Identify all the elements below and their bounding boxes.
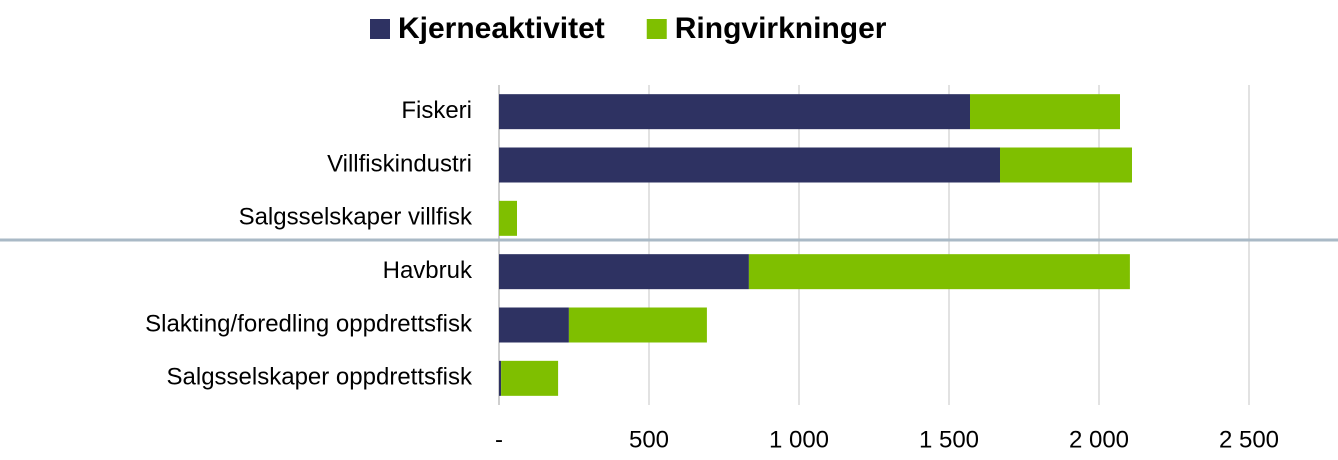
bar-segment (748, 254, 1130, 290)
bar-segment (499, 94, 970, 130)
x-tick-label: 1 500 (919, 426, 979, 453)
legend-swatch (646, 19, 667, 39)
category-label: Fiskeri (401, 97, 472, 124)
category-label: Havbruk (383, 257, 473, 284)
category-label: Salgsselskaper villfisk (239, 204, 473, 231)
bar-segment (499, 360, 502, 396)
grid (498, 85, 1250, 405)
category-label: Salgsselskaper oppdrettsfisk (167, 364, 473, 391)
x-tick-label: 2 500 (1219, 426, 1279, 453)
category-label: Villfiskindustri (327, 150, 472, 177)
bar-segment (499, 147, 1000, 183)
bar-segment (568, 307, 707, 343)
bar-segment (499, 307, 569, 343)
x-tick-label: - (495, 426, 503, 453)
x-tick-label: 2 000 (1069, 426, 1129, 453)
x-tick-label: 500 (629, 426, 669, 453)
bar-segment (499, 254, 749, 290)
labels: - 500 1 000 1 500 2 000 2 500 Fiskeri Villfiski… (145, 12, 1279, 453)
bar-segment (501, 360, 559, 396)
bars (499, 94, 1132, 396)
category-label: Slakting/foredling oppdrettsfisk (145, 310, 473, 337)
legend-label: Kjerneaktivitet (398, 12, 605, 45)
legend-swatch (370, 19, 390, 39)
bar-segment (1000, 147, 1132, 183)
x-tick-label: 1 000 (769, 426, 829, 453)
bar-segment (499, 200, 517, 236)
bar-segment (970, 94, 1120, 130)
legend-label: Ringvirkninger (675, 12, 887, 45)
